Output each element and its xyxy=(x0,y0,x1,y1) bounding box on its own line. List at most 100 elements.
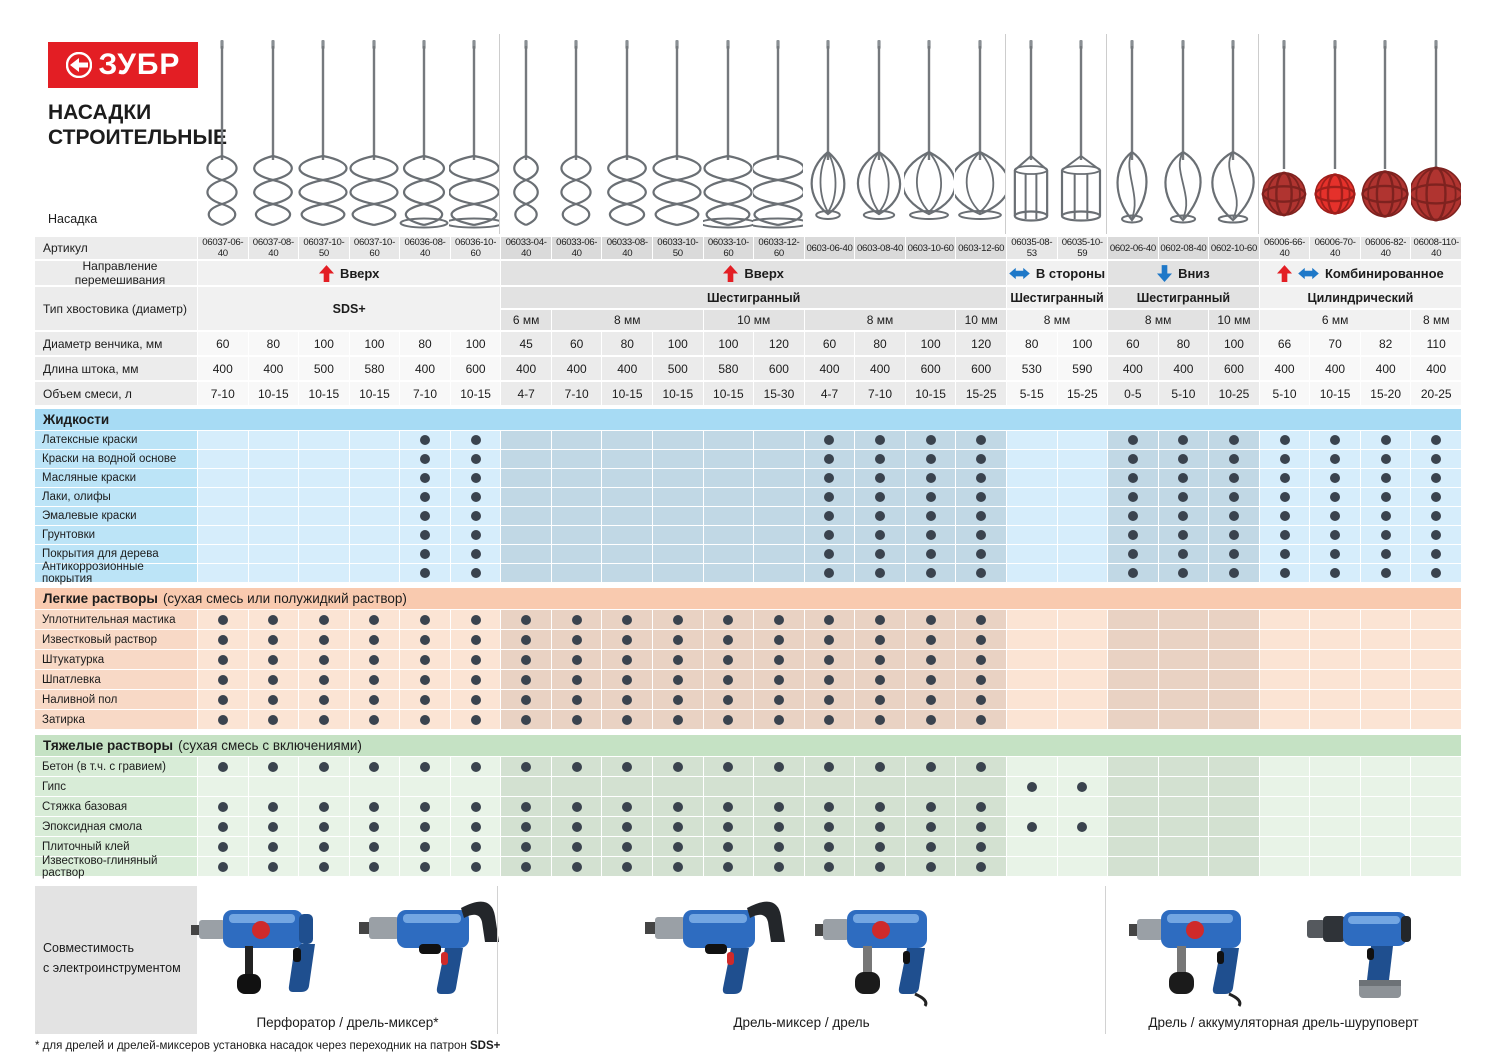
volume-cell: 10-25 xyxy=(1209,382,1259,405)
dot-marker xyxy=(571,821,582,832)
matrix-cell xyxy=(1057,797,1108,816)
matrix-cell xyxy=(299,469,349,487)
down-arrow-icon xyxy=(1157,264,1173,282)
spiral-icon xyxy=(348,34,399,234)
dot-marker xyxy=(622,761,633,772)
matrix-cell xyxy=(1259,670,1310,689)
volume-cell: 10-15 xyxy=(349,382,400,405)
matrix-cell xyxy=(551,564,602,582)
matrix-row-label: Краски на водной основе xyxy=(35,450,197,468)
matrix-cell xyxy=(450,545,501,563)
dot-marker xyxy=(925,568,936,578)
tool-zone-1: Перфоратор / дрель-миксер* xyxy=(190,886,499,1034)
matrix-cell xyxy=(1006,507,1057,525)
matrix-cell xyxy=(956,797,1006,816)
matrix-cell xyxy=(501,610,551,629)
article-cell: 06006-66-40 xyxy=(1259,237,1310,259)
matrix-cell xyxy=(248,526,299,544)
matrix-cell xyxy=(804,488,855,506)
matrix-cell xyxy=(1310,564,1360,582)
matrix-cell xyxy=(956,545,1006,563)
matrix-cell xyxy=(299,526,349,544)
dot-marker xyxy=(470,454,481,464)
matrix-cell xyxy=(602,837,653,856)
matrix-row-label: Бетон (в т.ч. с гравием) xyxy=(35,757,197,776)
matrix-cell xyxy=(855,469,905,487)
dot-marker xyxy=(318,761,329,772)
dot-marker xyxy=(1330,473,1341,483)
volume-cell: 15-25 xyxy=(1057,382,1108,405)
diameter-cell: 66 xyxy=(1259,332,1310,355)
dot-marker xyxy=(976,714,987,725)
matrix-cell xyxy=(905,670,956,689)
matrix-cell xyxy=(1259,564,1310,582)
dot-marker xyxy=(925,511,936,521)
matrix-cell xyxy=(1209,777,1259,796)
dot-marker xyxy=(1330,568,1341,578)
brand-name: ЗУБР xyxy=(98,48,181,81)
matrix-cell xyxy=(855,797,905,816)
matrix-cell xyxy=(703,757,754,776)
matrix-cell xyxy=(1108,710,1158,729)
matrix-cell xyxy=(956,777,1006,796)
dot-marker xyxy=(369,761,380,772)
matrix-cell xyxy=(1411,450,1461,468)
compatibility-matrix: Жидкости Латексные краски Краски на водной… xyxy=(35,409,1461,882)
dot-marker xyxy=(217,674,228,685)
shank-diameter-cell: 8 мм xyxy=(1006,310,1108,330)
matrix-cell xyxy=(1057,817,1108,836)
dot-marker xyxy=(1178,454,1189,464)
dot-marker xyxy=(773,694,784,705)
length-cell: 400 xyxy=(855,357,905,380)
matrix-cell xyxy=(198,777,248,796)
matrix-cell xyxy=(804,837,855,856)
matrix-cell xyxy=(551,837,602,856)
dot-marker xyxy=(976,841,987,852)
matrix-cell xyxy=(1209,837,1259,856)
dot-marker xyxy=(1431,492,1442,502)
dot-marker xyxy=(521,761,532,772)
spiral-icon xyxy=(197,34,247,234)
length-cell: 400 xyxy=(1310,357,1360,380)
dot-marker xyxy=(1279,454,1290,464)
matrix-cell xyxy=(1411,507,1461,525)
matrix-cell xyxy=(501,757,551,776)
matrix-cell xyxy=(1360,564,1411,582)
matrix-cell xyxy=(551,757,602,776)
drill-image xyxy=(1125,890,1275,1013)
dot-marker xyxy=(976,761,987,772)
matrix-cell xyxy=(1259,610,1310,629)
direction-cell: Комбинированное xyxy=(1259,261,1461,285)
matrix-cell xyxy=(349,797,400,816)
matrix-cell xyxy=(905,507,956,525)
matrix-cell xyxy=(1108,797,1158,816)
dot-marker xyxy=(773,654,784,665)
matrix-cell xyxy=(450,837,501,856)
matrix-cell xyxy=(804,670,855,689)
matrix-cell xyxy=(804,545,855,563)
matrix-cell xyxy=(450,488,501,506)
matrix-cell xyxy=(754,837,804,856)
matrix-cell xyxy=(501,650,551,669)
matrix-cell xyxy=(299,610,349,629)
matrix-cell xyxy=(1158,545,1209,563)
dot-marker xyxy=(268,841,279,852)
ball-icon xyxy=(1360,34,1410,234)
matrix-cell xyxy=(1411,837,1461,856)
matrix-cell xyxy=(551,710,602,729)
matrix-cell xyxy=(602,545,653,563)
dot-marker xyxy=(420,435,431,445)
matrix-cell xyxy=(1006,564,1057,582)
dot-marker xyxy=(976,801,987,812)
matrix-cell xyxy=(450,507,501,525)
matrix-cell xyxy=(1158,526,1209,544)
matrix-cell xyxy=(1006,757,1057,776)
matrix-cell xyxy=(1259,431,1310,449)
matrix-cell xyxy=(400,488,450,506)
dot-marker xyxy=(420,568,431,578)
dot-marker xyxy=(1330,454,1341,464)
dot-marker xyxy=(875,714,886,725)
length-cell: 400 xyxy=(248,357,299,380)
dot-marker xyxy=(268,801,279,812)
matrix-cell xyxy=(1209,507,1259,525)
